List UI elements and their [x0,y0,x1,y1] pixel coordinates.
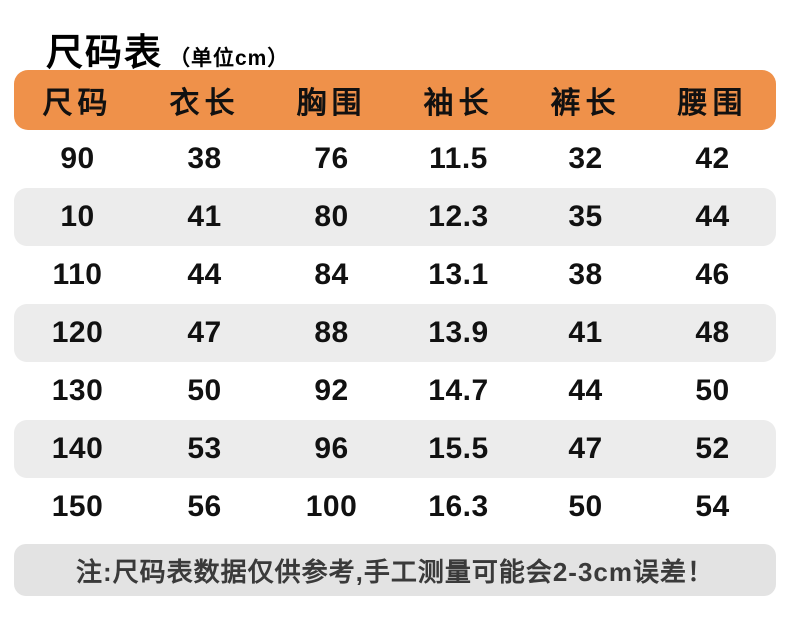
table-cell: 38 [568,258,603,291]
table-cell: 110 [52,258,103,291]
table-row: 140 53 96 15.5 47 52 [14,420,776,478]
table-cell: 46 [695,258,730,291]
table-cell: 140 [51,432,104,465]
table-cell: 16.3 [428,490,489,523]
table-cell: 42 [695,142,730,175]
table-row: 130 50 92 14.7 44 50 [14,362,776,420]
table-cell: 90 [60,142,95,175]
column-header-pants: 裤长 [550,87,621,120]
table-cell: 35 [568,200,603,233]
table-cell: 53 [187,432,222,465]
table-cell: 13.9 [428,316,489,349]
table-row: 110 44 84 13.1 38 46 [14,246,776,304]
table-cell: 50 [187,374,222,407]
table-cell: 47 [187,316,222,349]
table-cell: 50 [568,490,603,523]
table-header-row: 尺码 衣长 胸围 袖长 裤长 腰围 [14,70,776,130]
table-cell: 52 [695,432,730,465]
table-body: 90 38 76 11.5 32 42 10 41 80 12.3 35 44 110 44 84 13.1 3… [14,130,776,536]
table-cell: 150 [51,490,104,523]
table-cell: 54 [695,490,730,523]
table-cell: 56 [187,490,222,523]
table-cell: 84 [314,258,349,291]
table-cell: 44 [187,258,222,291]
table-cell: 13.1 [428,258,489,291]
table-cell: 41 [187,200,222,233]
table-cell: 50 [695,374,730,407]
table-cell: 76 [314,142,349,175]
table-cell: 130 [51,374,104,407]
title-unit-label: （单位cm） [169,47,290,70]
table-cell: 11.5 [429,142,488,175]
table-cell: 15.5 [428,432,489,465]
note-text: 注:尺码表数据仅供参考,手工测量可能会2-3cm误差！ [75,556,715,587]
table-cell: 14.7 [428,374,489,407]
table-cell: 48 [695,316,730,349]
column-header-chest: 胸围 [296,87,367,120]
column-header-waist: 腰围 [677,87,748,120]
table-row: 120 47 88 13.9 41 48 [14,304,776,362]
table-cell: 44 [568,374,603,407]
title-text: 尺码表 [46,32,163,73]
note-bar: 注:尺码表数据仅供参考,手工测量可能会2-3cm误差！ [14,544,776,596]
table-row: 10 41 80 12.3 35 44 [14,188,776,246]
table-cell: 12.3 [428,200,489,233]
size-table: 尺码 衣长 胸围 袖长 裤长 腰围 90 38 76 11.5 32 42 10 41 80 12… [14,70,776,596]
table-cell: 41 [568,316,603,349]
table-cell: 120 [51,316,104,349]
table-cell: 96 [314,432,349,465]
column-header-length: 衣长 [169,87,240,120]
table-cell: 44 [695,200,730,233]
table-row: 150 56 100 16.3 50 54 [14,478,776,536]
column-header-size: 尺码 [42,87,113,120]
table-cell: 92 [314,374,349,407]
column-header-sleeve: 袖长 [423,87,494,120]
table-cell: 32 [568,142,603,175]
table-cell: 47 [568,432,603,465]
table-cell: 100 [305,490,358,523]
table-cell: 80 [314,200,349,233]
table-cell: 38 [187,142,222,175]
table-cell: 10 [60,200,95,233]
table-row: 90 38 76 11.5 32 42 [14,130,776,188]
page-title: 尺码表 （单位cm） [46,22,289,76]
table-cell: 88 [314,316,349,349]
